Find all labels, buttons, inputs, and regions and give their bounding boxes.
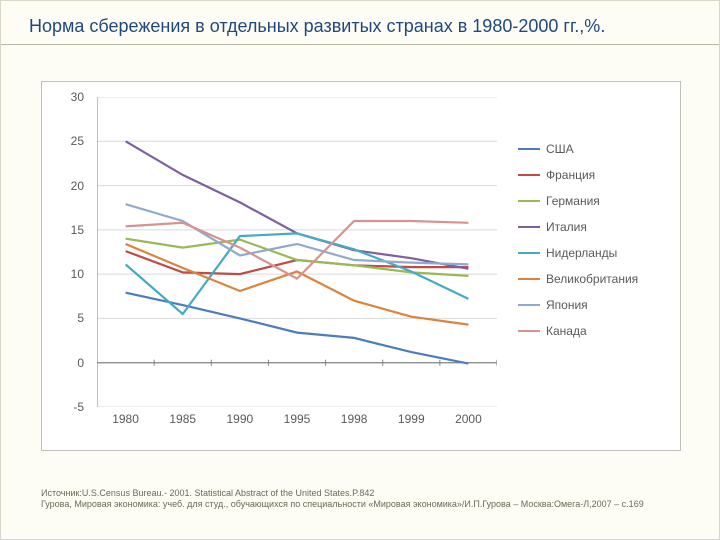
plot-area: [97, 97, 497, 407]
series-line: [126, 244, 469, 325]
legend-swatch: [518, 252, 540, 255]
x-tick-label: 2000: [455, 412, 482, 426]
footer-line-1: Источник:U.S.Census Bureau.- 2001. Stati…: [41, 488, 681, 500]
legend-item: Великобритания: [518, 272, 668, 286]
legend-label: Великобритания: [546, 272, 638, 286]
slide: Норма сбережения в отдельных развитых ст…: [0, 0, 720, 540]
series-line: [126, 233, 469, 314]
legend-label: Канада: [546, 324, 587, 338]
y-tick-label: 15: [71, 223, 84, 237]
footer-citation: Источник:U.S.Census Bureau.- 2001. Stati…: [41, 488, 681, 511]
legend-label: Япония: [546, 298, 588, 312]
y-tick-label: 25: [71, 134, 84, 148]
title-container: Норма сбережения в отдельных развитых ст…: [1, 1, 719, 45]
x-tick-label: 1990: [226, 412, 253, 426]
legend-swatch: [518, 200, 540, 203]
y-tick-label: 0: [77, 356, 84, 370]
legend-item: Италия: [518, 220, 668, 234]
legend-swatch: [518, 226, 540, 229]
y-tick-label: -5: [73, 400, 84, 414]
x-tick-label: 1999: [398, 412, 425, 426]
y-tick-label: 5: [77, 311, 84, 325]
y-tick-label: 10: [71, 267, 84, 281]
legend-item: Канада: [518, 324, 668, 338]
legend-swatch: [518, 174, 540, 177]
footer-line-2: Гурова, Мировая экономика: учеб. для сту…: [41, 499, 681, 511]
legend-item: Япония: [518, 298, 668, 312]
legend-item: Франция: [518, 168, 668, 182]
chart-container: -5 0 5 10 15 20 25 30 1980 1985 1990 1995 1998 1999 2…: [41, 81, 681, 451]
x-tick-label: 1995: [284, 412, 311, 426]
x-tick-label: 1980: [112, 412, 139, 426]
y-tick-label: 20: [71, 179, 84, 193]
legend-label: Германия: [546, 194, 600, 208]
legend-label: США: [546, 142, 574, 156]
slide-title: Норма сбережения в отдельных развитых ст…: [29, 15, 691, 38]
y-tick-label: 30: [71, 90, 84, 104]
legend-swatch: [518, 148, 540, 151]
legend-swatch: [518, 278, 540, 281]
series-line: [126, 293, 469, 364]
y-axis-ticks: -5051015202530: [42, 97, 92, 407]
legend-item: США: [518, 142, 668, 156]
data-lines: [97, 97, 497, 407]
x-tick-label: 1985: [169, 412, 196, 426]
legend-item: Нидерланды: [518, 246, 668, 260]
legend-label: Франция: [546, 168, 595, 182]
legend-item: Германия: [518, 194, 668, 208]
series-line: [126, 141, 469, 268]
legend-swatch: [518, 304, 540, 307]
x-axis-ticks: 1980 1985 1990 1995 1998 1999 2000: [97, 412, 497, 432]
legend-swatch: [518, 330, 540, 333]
x-tick-label: 1998: [341, 412, 368, 426]
legend-label: Италия: [546, 220, 587, 234]
legend-label: Нидерланды: [546, 246, 617, 260]
legend: США Франция Германия Италия Нидерланды Велико…: [518, 142, 668, 350]
